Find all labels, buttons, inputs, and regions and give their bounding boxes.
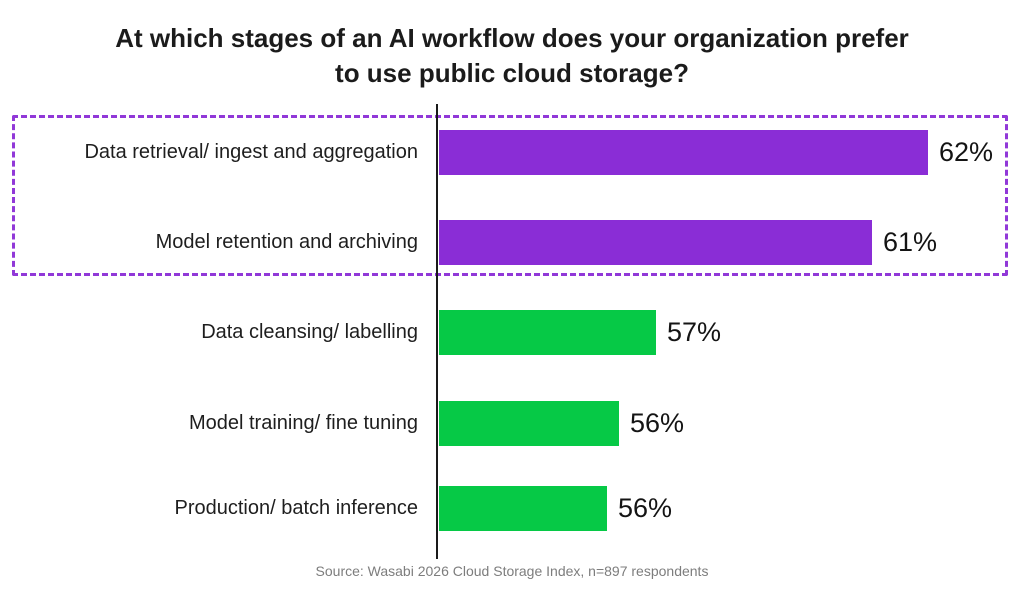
chart-title-line1: At which stages of an AI workflow does y… (115, 23, 909, 53)
category-label: Data retrieval/ ingest and aggregation (84, 141, 418, 163)
source-note: Source: Wasabi 2026 Cloud Storage Index,… (315, 563, 709, 579)
category-label: Production/ batch inference (174, 497, 419, 519)
bar (439, 401, 619, 446)
value-label: 62% (939, 137, 994, 167)
bar (439, 130, 928, 175)
chart-title-line2: to use public cloud storage? (335, 58, 689, 88)
value-label: 56% (618, 493, 673, 523)
chart-title: At which stages of an AI workflow does y… (0, 21, 1024, 91)
value-label: 61% (883, 227, 938, 257)
value-label: 56% (630, 408, 685, 438)
highlight-box (12, 115, 1008, 276)
category-label: Data cleansing/ labelling (201, 321, 418, 343)
category-label: Model training/ fine tuning (188, 412, 418, 434)
bar (439, 220, 872, 265)
axis-baseline (436, 104, 438, 559)
category-label: Model retention and archiving (155, 231, 418, 253)
value-label: 57% (667, 317, 722, 347)
bar (439, 486, 607, 531)
bar (439, 310, 656, 355)
